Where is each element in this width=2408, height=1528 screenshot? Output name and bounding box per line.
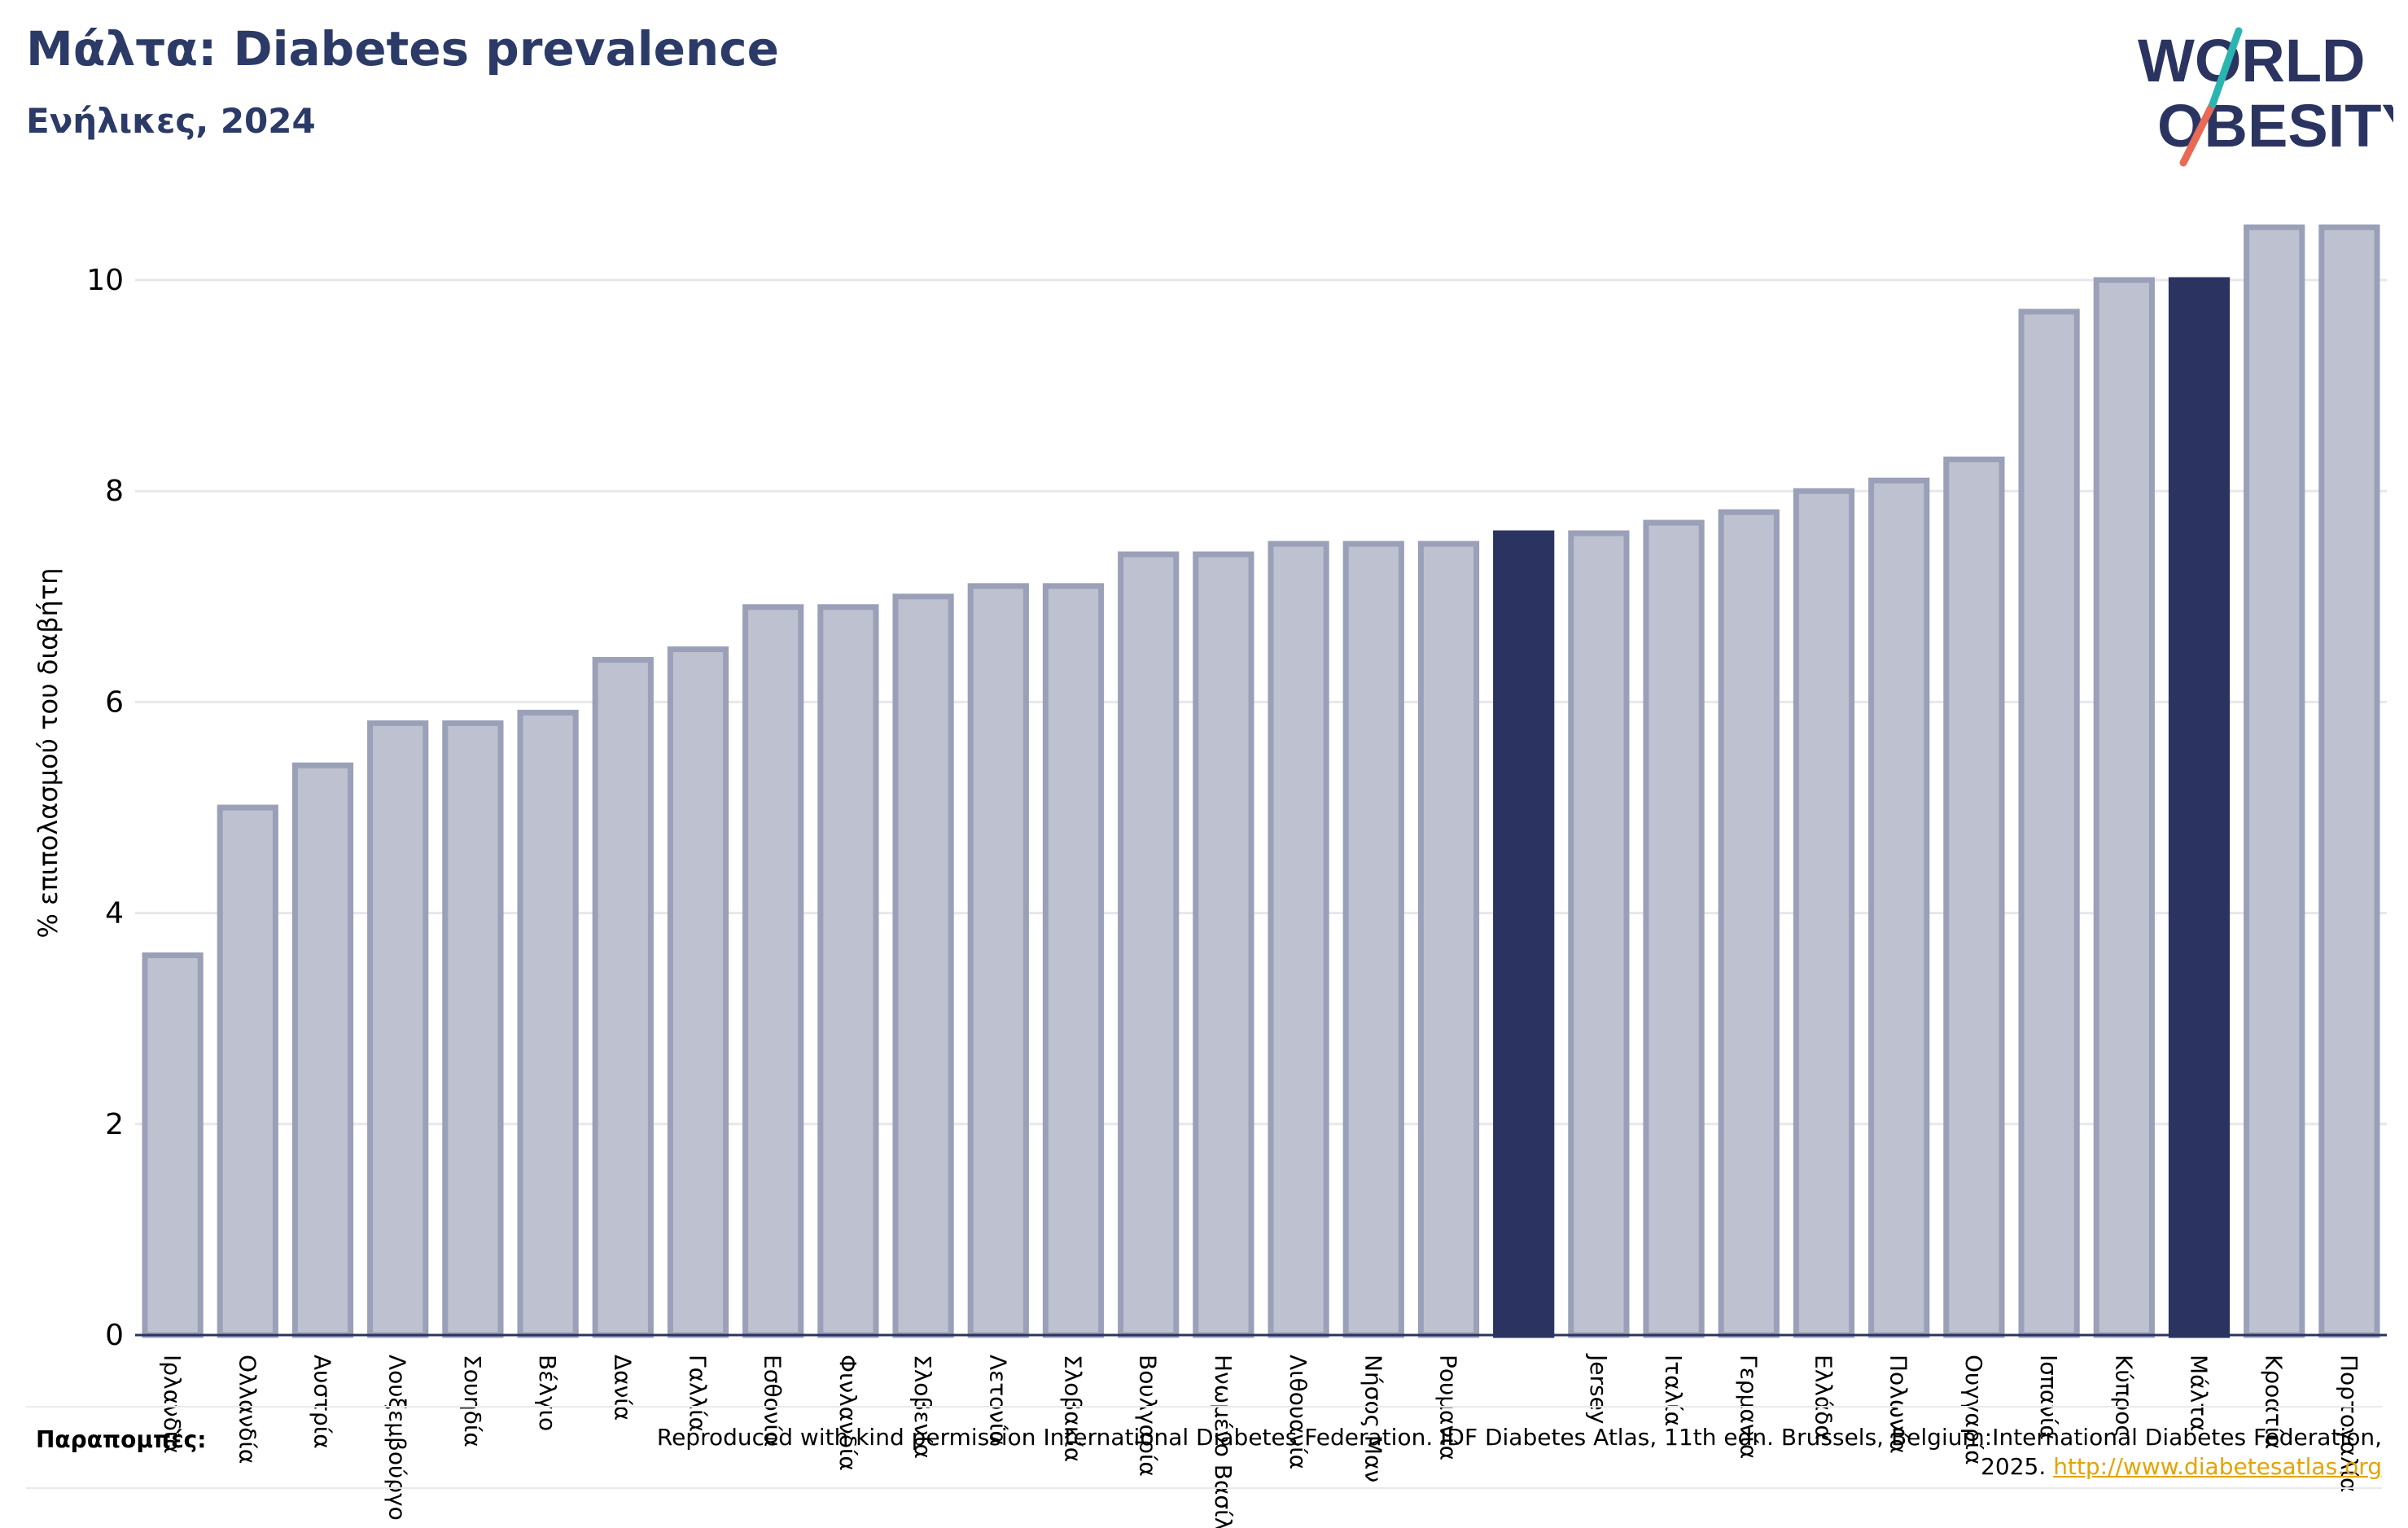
x-tick-label: Σουηδία [459,1355,486,1447]
x-tick-label: Jersey [1585,1353,1612,1424]
x-tick-label: Ελλάδα [1810,1355,1837,1440]
bar [2018,309,2080,1338]
logo-slash-red [2179,100,2217,167]
bar [817,604,879,1338]
bar [1267,541,1329,1338]
x-tick-label: Βουλγαρία [1135,1355,1162,1477]
x-tick-label: Ηνωμένο Βασίλειο [1210,1355,1237,1528]
bar [592,657,654,1338]
y-tick-label: 6 [105,685,124,719]
bar [1342,541,1404,1338]
x-tick-label: Ιταλία [1660,1355,1687,1426]
bar-highlighted [1493,530,1555,1338]
bar [517,709,579,1338]
x-tick-label: Λετονία [984,1355,1011,1446]
bars [142,224,2380,1338]
references-bottom-divider [26,1487,2382,1489]
bar [217,804,278,1338]
bar [1118,551,1180,1338]
bar [291,762,354,1338]
references-text: Reproduced with kind permission Internat… [607,1423,2382,1482]
bar [2093,277,2155,1338]
y-tick-labels: 0 2 4 6 8 10 [86,264,124,1352]
bar [1718,509,1780,1338]
x-tick-label: Ρουμανία [1435,1355,1462,1460]
bar [1793,488,1855,1338]
logo-slash-teal [2209,27,2243,108]
x-tick-label: Εσθονία [760,1355,786,1447]
world-obesity-logo: WORLD OBESITY [2138,27,2393,167]
references-top-divider [26,1406,2382,1408]
logo-line2: OBESITY [2157,92,2393,160]
bar [142,952,204,1338]
logo-line1: WORLD [2138,27,2366,94]
x-tick-label: Αυστρία [309,1355,336,1449]
chart-title: Μάλτα: Diabetes prevalence [26,21,779,77]
bar [1943,456,2005,1338]
bar [2318,224,2380,1338]
references-link[interactable]: http://www.diabetesatlas.org [2053,1453,2382,1480]
x-tick-label: Νήσος Μαν [1359,1355,1386,1482]
bar [1568,530,1630,1338]
x-tick-label: Σλοβακία [1060,1355,1087,1462]
y-tick-label: 10 [86,264,124,297]
bar [2244,224,2305,1338]
x-tick-label: Μάλτα [2186,1355,2213,1432]
x-tick-label: Πολωνία [1885,1355,1912,1454]
x-tick-label: Βέλγιο [534,1355,561,1431]
references-label: Παραπομπές: [36,1426,207,1453]
bar [1643,519,1705,1338]
bar [667,646,729,1338]
x-tick-label: Φινλανδία [834,1355,861,1471]
references-body: Reproduced with kind permission Internat… [656,1424,2382,1480]
x-tick-label: Ουγγαρία [1960,1355,1987,1465]
bar [1868,477,1930,1338]
x-tick-label: Ισπανία [2035,1355,2062,1440]
y-tick-label: 0 [105,1319,124,1352]
bar [442,720,504,1338]
bar [742,604,804,1338]
x-tick-label: Γαλλία [685,1355,711,1432]
grid-lines [135,278,2387,1126]
bar [1417,541,1480,1338]
y-axis-label: % επιπολασμού του διαβήτη [33,567,63,938]
bar [367,720,429,1338]
x-tick-label: Κύπρος [2110,1355,2137,1438]
bar [967,583,1029,1338]
x-tick-label: Δανία [609,1355,636,1421]
bar [1042,583,1105,1338]
y-tick-label: 2 [105,1108,124,1141]
x-tick-label: Κροατία [2261,1355,2288,1450]
bar [892,593,954,1338]
bar [1193,551,1254,1338]
chart-subtitle: Ενήλικες, 2024 [26,101,316,141]
y-tick-label: 4 [105,897,124,930]
x-tick-label: Ιρλανδία [159,1355,186,1454]
x-tick-labels: Ιρλανδία Ολλανδία Αυστρία Λουξεμβούργο Σουηδ… [159,1353,2362,1528]
x-tick-label: Λουξεμβούργο [384,1355,411,1521]
x-tick-label: Λιθουανία [1285,1355,1311,1469]
x-tick-label: Ολλανδία [234,1355,261,1464]
x-tick-label: Πορτογαλία [2336,1355,2362,1492]
y-tick-label: 8 [105,475,124,508]
bar-highlighted [2168,277,2231,1338]
